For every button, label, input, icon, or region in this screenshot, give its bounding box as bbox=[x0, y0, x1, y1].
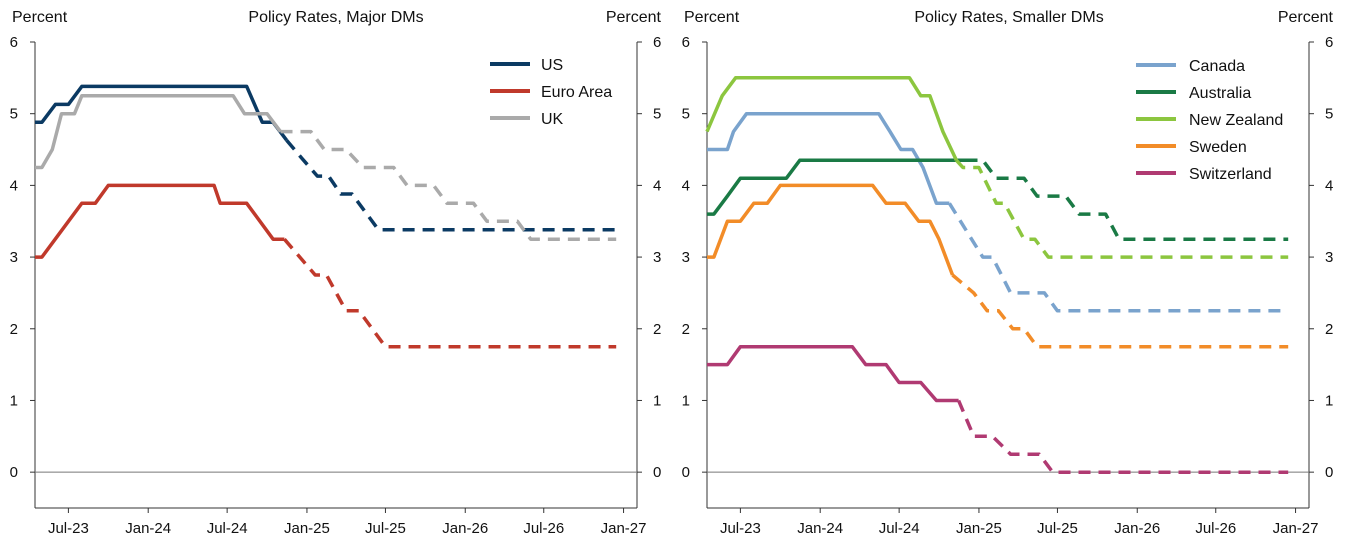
series-line-canada-actual bbox=[707, 111, 950, 206]
series-line-canada-projection bbox=[947, 202, 1289, 313]
legend-label: UK bbox=[541, 111, 564, 128]
x-tick-label: Jul-24 bbox=[207, 520, 248, 537]
y-tick-label-left: 1 bbox=[10, 392, 18, 409]
chart-title: Policy Rates, Major DMs bbox=[248, 9, 423, 26]
y-tick-label-right: 2 bbox=[653, 321, 661, 338]
x-tick-label: Jan-27 bbox=[601, 520, 647, 537]
series-line-new-zealand-actual bbox=[705, 76, 958, 162]
y-axis-title-left: Percent bbox=[684, 9, 740, 26]
y-tick-label-left: 4 bbox=[10, 177, 18, 194]
y-tick-label-left: 1 bbox=[682, 392, 690, 409]
series-line-switzerland-actual bbox=[707, 344, 959, 403]
x-tick-label: Jul-24 bbox=[879, 520, 920, 537]
legend-label: Euro Area bbox=[541, 84, 612, 101]
series-line-uk-actual bbox=[35, 94, 282, 170]
y-tick-label-left: 3 bbox=[10, 249, 18, 266]
y-tick-label-left: 2 bbox=[10, 321, 18, 338]
series-line-euro-area-projection bbox=[283, 238, 617, 349]
y-tick-label-right: 0 bbox=[653, 464, 661, 481]
y-tick-label-right: 5 bbox=[1325, 106, 1333, 123]
y-tick-label-right: 3 bbox=[1325, 249, 1333, 266]
y-tick-label-left: 6 bbox=[682, 34, 690, 51]
y-tick-label-right: 6 bbox=[1325, 34, 1333, 51]
chart-panel-0 bbox=[30, 41, 642, 513]
x-tick-label: Jan-26 bbox=[1114, 520, 1160, 537]
x-tick-label: Jan-24 bbox=[125, 520, 171, 537]
series-line-australia-actual bbox=[707, 158, 966, 216]
series-line-sweden-projection bbox=[951, 273, 1289, 349]
series-line-new-zealand-projection bbox=[955, 159, 1289, 259]
series-line-us-actual bbox=[35, 84, 288, 142]
x-tick-label: Jan-25 bbox=[956, 520, 1002, 537]
y-tick-label-left: 0 bbox=[682, 464, 690, 481]
y-tick-label-left: 0 bbox=[10, 464, 18, 481]
x-tick-label: Jul-25 bbox=[365, 520, 406, 537]
x-tick-label: Jan-26 bbox=[442, 520, 488, 537]
y-tick-label-right: 6 bbox=[653, 34, 661, 51]
legend-label: Canada bbox=[1189, 58, 1245, 75]
legend-label: US bbox=[541, 57, 563, 74]
y-tick-label-right: 2 bbox=[1325, 321, 1333, 338]
series-line-euro-area-actual bbox=[35, 183, 285, 259]
series-line-switzerland-projection bbox=[956, 399, 1289, 474]
y-tick-label-right: 3 bbox=[653, 249, 661, 266]
series-line-australia-projection bbox=[965, 158, 1289, 241]
x-tick-label: Jan-24 bbox=[797, 520, 843, 537]
legend-label: Australia bbox=[1189, 85, 1251, 102]
series-line-us-projection bbox=[285, 139, 617, 232]
x-tick-label: Jul-23 bbox=[720, 520, 761, 537]
x-tick-label: Jul-26 bbox=[1195, 520, 1236, 537]
y-tick-label-right: 4 bbox=[1325, 177, 1333, 194]
x-tick-label: Jul-25 bbox=[1037, 520, 1078, 537]
chart-panel-1 bbox=[702, 41, 1314, 513]
chart-title: Policy Rates, Smaller DMs bbox=[914, 9, 1103, 26]
y-axis-title-left: Percent bbox=[12, 9, 68, 26]
y-tick-label-left: 2 bbox=[682, 321, 690, 338]
series-line-uk-projection bbox=[280, 129, 617, 241]
x-tick-label: Jan-27 bbox=[1273, 520, 1319, 537]
legend-label: Sweden bbox=[1189, 139, 1247, 156]
x-tick-label: Jul-26 bbox=[523, 520, 564, 537]
x-tick-label: Jan-25 bbox=[284, 520, 330, 537]
legend-label: Switzerland bbox=[1189, 166, 1272, 183]
y-tick-label-right: 1 bbox=[653, 392, 661, 409]
y-tick-label-left: 6 bbox=[10, 34, 18, 51]
y-tick-label-right: 0 bbox=[1325, 464, 1333, 481]
x-tick-label: Jul-23 bbox=[48, 520, 89, 537]
y-axis-title-right: Percent bbox=[1278, 9, 1334, 26]
series-line-sweden-actual bbox=[707, 183, 955, 276]
y-axis-title-right: Percent bbox=[606, 9, 662, 26]
y-tick-label-right: 1 bbox=[1325, 392, 1333, 409]
y-tick-label-left: 4 bbox=[682, 177, 690, 194]
y-tick-label-left: 5 bbox=[10, 106, 18, 123]
y-tick-label-right: 5 bbox=[653, 106, 661, 123]
y-tick-label-left: 5 bbox=[682, 106, 690, 123]
y-tick-label-right: 4 bbox=[653, 177, 661, 194]
legend-label: New Zealand bbox=[1189, 112, 1283, 129]
y-tick-label-left: 3 bbox=[682, 249, 690, 266]
